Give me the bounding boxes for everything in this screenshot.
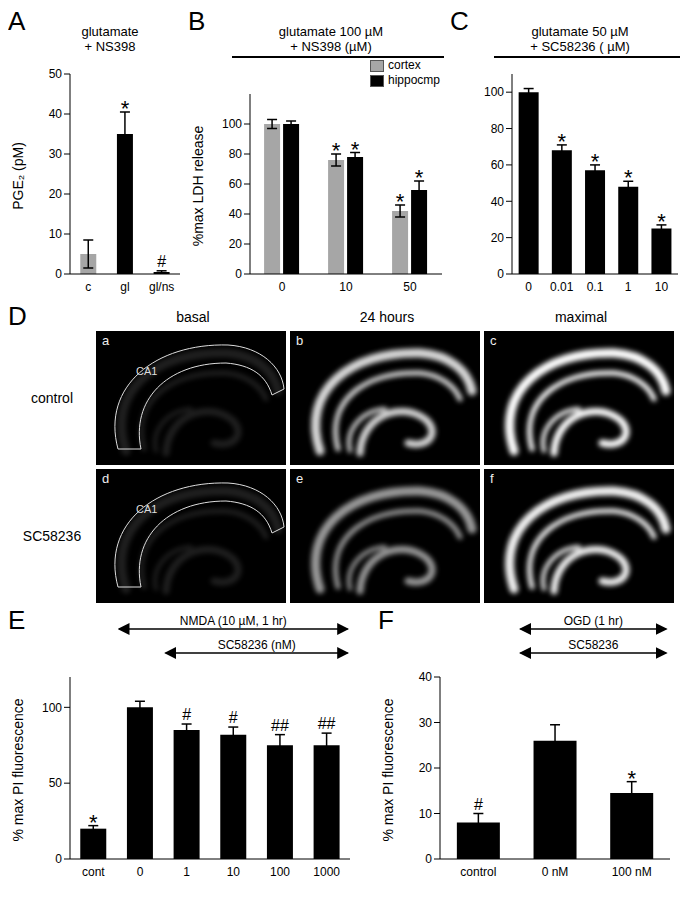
svg-text:*: * (415, 165, 424, 190)
svg-text:*: * (624, 165, 633, 190)
svg-text:gl/ns: gl/ns (149, 280, 174, 294)
html-text:D: D (8, 301, 27, 331)
html-text:cortex: cortex (388, 58, 421, 72)
html-text:24 hours: 24 hours (359, 309, 415, 325)
svg-text:e: e (296, 471, 303, 486)
svg-text:CA1: CA1 (136, 503, 157, 515)
svg-text:100: 100 (270, 865, 290, 879)
svg-text:1: 1 (625, 280, 632, 294)
svg-text:20: 20 (49, 187, 63, 201)
html-text:control: control (31, 390, 73, 406)
svg-text:10: 10 (339, 280, 353, 294)
svg-text:80: 80 (491, 122, 505, 136)
svg-text:0: 0 (279, 280, 286, 294)
svg-text:#: # (229, 709, 238, 726)
html-text:% max PI fluorescence: % max PI fluorescence (380, 698, 396, 842)
html-text:%max LDH release: %max LDH release (190, 125, 206, 247)
html-text:B: B (188, 6, 206, 36)
svg-text:*: * (89, 810, 98, 835)
svg-text:40: 40 (419, 670, 433, 684)
html-text:maximal: maximal (554, 309, 608, 325)
html-text:E: E (8, 605, 26, 635)
svg-text:0.1: 0.1 (587, 280, 604, 294)
svg-text:#: # (182, 706, 191, 723)
svg-text:100: 100 (42, 701, 62, 715)
svg-text:*: * (332, 138, 341, 163)
html-text:SC58236: SC58236 (22, 528, 82, 544)
svg-text:10: 10 (655, 280, 669, 294)
svg-text:0: 0 (497, 267, 504, 281)
svg-text:10: 10 (227, 865, 241, 879)
svg-text:cont: cont (82, 865, 105, 879)
svg-text:20: 20 (229, 237, 243, 251)
svg-text:10: 10 (49, 227, 63, 241)
svg-text:*: * (657, 209, 666, 234)
svg-text:##: ## (271, 717, 289, 734)
svg-text:#: # (157, 253, 166, 270)
svg-text:50: 50 (49, 776, 63, 790)
svg-text:80: 80 (229, 147, 243, 161)
svg-text:0: 0 (425, 852, 432, 866)
svg-text:f: f (490, 471, 494, 486)
svg-text:SC58236 (nM): SC58236 (nM) (218, 638, 296, 652)
svg-text:#: # (474, 796, 483, 813)
svg-text:30: 30 (49, 147, 63, 161)
svg-text:0 nM: 0 nM (542, 865, 569, 879)
svg-text:60: 60 (229, 177, 243, 191)
svg-text:b: b (296, 333, 303, 348)
svg-text:a: a (102, 333, 110, 348)
svg-text:100: 100 (222, 117, 242, 131)
html-text:glutamate + NS398: glutamate + NS398 (81, 24, 139, 54)
svg-text:CA1: CA1 (136, 365, 157, 377)
html-text:F: F (378, 605, 394, 635)
html-text:A: A (8, 6, 26, 36)
html-text:PGE₂ (pM): PGE₂ (pM) (10, 142, 26, 210)
svg-text:NMDA (10 µM, 1 hr): NMDA (10 µM, 1 hr) (180, 614, 287, 628)
svg-text:60: 60 (491, 158, 505, 172)
svg-text:c: c (85, 280, 91, 294)
svg-text:SC58236: SC58236 (568, 638, 618, 652)
svg-text:0: 0 (137, 865, 144, 879)
svg-text:1000: 1000 (313, 865, 340, 879)
svg-text:0: 0 (55, 852, 62, 866)
svg-text:10: 10 (419, 807, 433, 821)
svg-text:control: control (460, 865, 496, 879)
svg-text:50: 50 (49, 67, 63, 81)
html-text:glutamate 50 µM + SC58236 ( µM: glutamate 50 µM + SC58236 ( µM) (530, 24, 630, 54)
svg-text:*: * (591, 149, 600, 174)
svg-text:40: 40 (49, 107, 63, 121)
svg-text:30: 30 (419, 716, 433, 730)
svg-text:0.01: 0.01 (550, 280, 574, 294)
svg-text:d: d (102, 471, 109, 486)
html-text:glutamate 100 µM + NS398 (µM): glutamate 100 µM + NS398 (µM) (278, 24, 384, 54)
svg-text:gl: gl (120, 280, 129, 294)
svg-text:50: 50 (403, 280, 417, 294)
svg-text:*: * (627, 766, 636, 791)
html-text:% max PI fluorescence: % max PI fluorescence (10, 698, 26, 842)
svg-text:0: 0 (55, 267, 62, 281)
svg-text:1: 1 (183, 865, 190, 879)
svg-text:20: 20 (419, 761, 433, 775)
svg-text:40: 40 (491, 195, 505, 209)
svg-text:100 nM: 100 nM (612, 865, 652, 879)
svg-text:OGD (1 hr): OGD (1 hr) (564, 614, 623, 628)
svg-text:*: * (558, 129, 567, 154)
svg-text:*: * (121, 96, 130, 121)
svg-text:100: 100 (484, 85, 504, 99)
html-text:C: C (450, 6, 469, 36)
svg-text:20: 20 (491, 231, 505, 245)
svg-text:##: ## (318, 715, 336, 732)
svg-text:*: * (351, 137, 360, 162)
svg-text:*: * (396, 189, 405, 214)
html-text:hippocmp: hippocmp (388, 73, 440, 87)
svg-text:0: 0 (525, 280, 532, 294)
svg-text:40: 40 (229, 207, 243, 221)
svg-text:c: c (490, 333, 497, 348)
svg-text:0: 0 (235, 267, 242, 281)
html-text:basal: basal (176, 309, 210, 325)
